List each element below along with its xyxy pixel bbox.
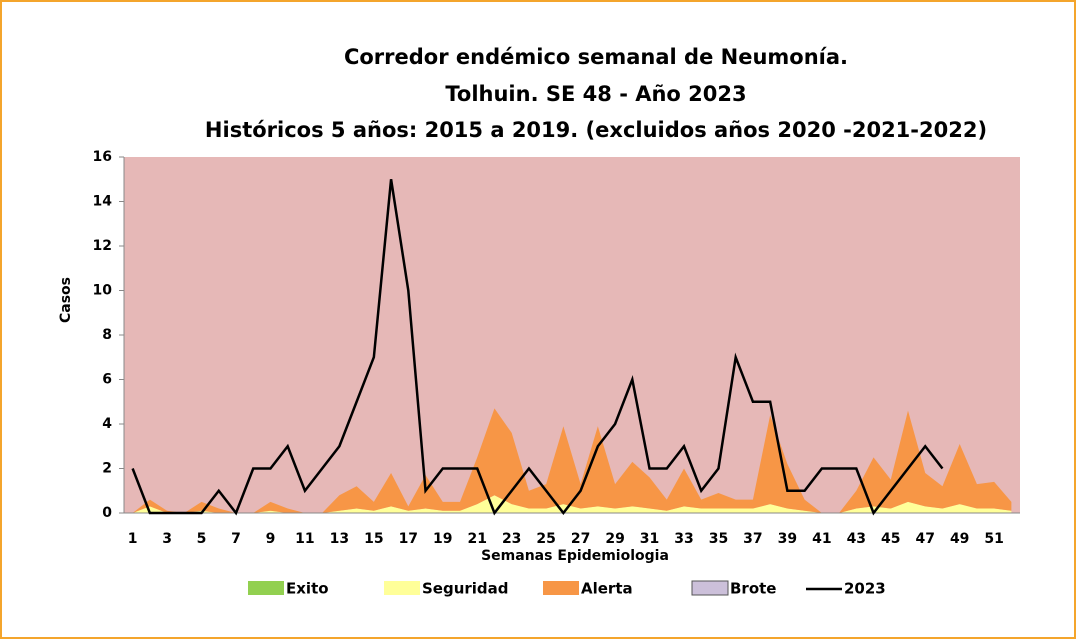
x-tick-label: 47 <box>915 531 934 547</box>
x-tick-label: 15 <box>364 531 383 547</box>
y-tick-label: 0 <box>102 505 112 521</box>
chart-title: Históricos 5 años: 2015 a 2019. (excluid… <box>205 118 987 142</box>
x-tick-label: 49 <box>950 531 969 547</box>
x-tick-label: 1 <box>128 531 138 547</box>
legend-label: Alerta <box>581 580 633 598</box>
x-tick-label: 3 <box>162 531 172 547</box>
legend-swatch <box>384 581 420 595</box>
x-tick-label: 27 <box>571 531 590 547</box>
x-tick-label: 25 <box>536 531 555 547</box>
y-tick-label: 14 <box>93 194 113 210</box>
legend-label: Brote <box>730 580 776 598</box>
chart-title: Tolhuin. SE 48 - Año 2023 <box>445 82 746 106</box>
y-tick-label: 16 <box>93 149 112 165</box>
x-tick-label: 41 <box>812 531 831 547</box>
x-tick-label: 31 <box>640 531 659 547</box>
x-tick-label: 7 <box>231 531 241 547</box>
y-axis-label: Casos <box>58 277 74 323</box>
legend-swatch <box>691 580 729 596</box>
y-tick-label: 6 <box>102 372 112 388</box>
y-tick-label: 12 <box>93 238 112 254</box>
area <box>132 495 1012 513</box>
plot-area <box>124 157 1020 513</box>
x-axis-label: Semanas Epidemiologia <box>481 548 669 564</box>
area <box>132 408 1012 513</box>
chart-title: Corredor endémico semanal de Neumonía. <box>344 45 848 69</box>
legend-label: Exito <box>286 580 329 598</box>
x-tick-label: 5 <box>197 531 207 547</box>
x-tick-label: 29 <box>605 531 624 547</box>
x-tick-label: 37 <box>743 531 762 547</box>
x-tick-label: 23 <box>502 531 521 547</box>
x-tick-label: 17 <box>399 531 418 547</box>
x-tick-label: 51 <box>984 531 1003 547</box>
y-tick-label: 4 <box>102 416 112 432</box>
line <box>131 179 944 516</box>
y-tick-label: 8 <box>102 327 112 343</box>
x-tick-label: 11 <box>295 531 314 547</box>
x-tick-label: 13 <box>330 531 349 547</box>
x-tick-label: 33 <box>674 531 693 547</box>
x-tick-label: 9 <box>266 531 276 547</box>
legend-label: 2023 <box>844 580 886 598</box>
legend-swatch <box>248 581 284 595</box>
x-tick-label: 39 <box>778 531 797 547</box>
y-tick-label: 2 <box>102 461 112 477</box>
legend-label: Seguridad <box>422 580 509 598</box>
legend-swatch <box>543 581 579 595</box>
y-tick-label: 10 <box>93 283 113 299</box>
x-tick-label: 35 <box>709 531 728 547</box>
x-tick-label: 21 <box>467 531 486 547</box>
x-tick-label: 43 <box>847 531 866 547</box>
x-tick-label: 45 <box>881 531 900 547</box>
x-tick-label: 19 <box>433 531 452 547</box>
